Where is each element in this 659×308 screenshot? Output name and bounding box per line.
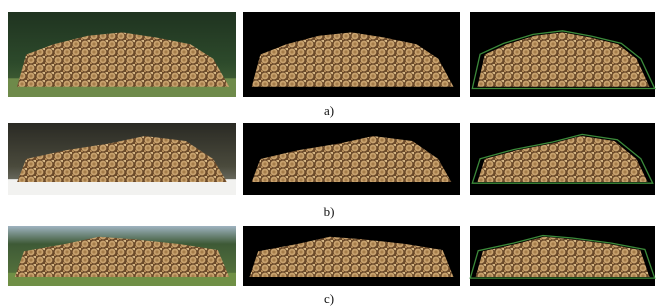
panel-label: b) <box>324 204 335 219</box>
panel-label: a) <box>324 103 334 118</box>
panel-label: c) <box>324 291 334 306</box>
page: {"panels": [{"label": "a)"}, {"label": "… <box>0 0 659 308</box>
figure: a) b) c) <box>0 0 659 308</box>
